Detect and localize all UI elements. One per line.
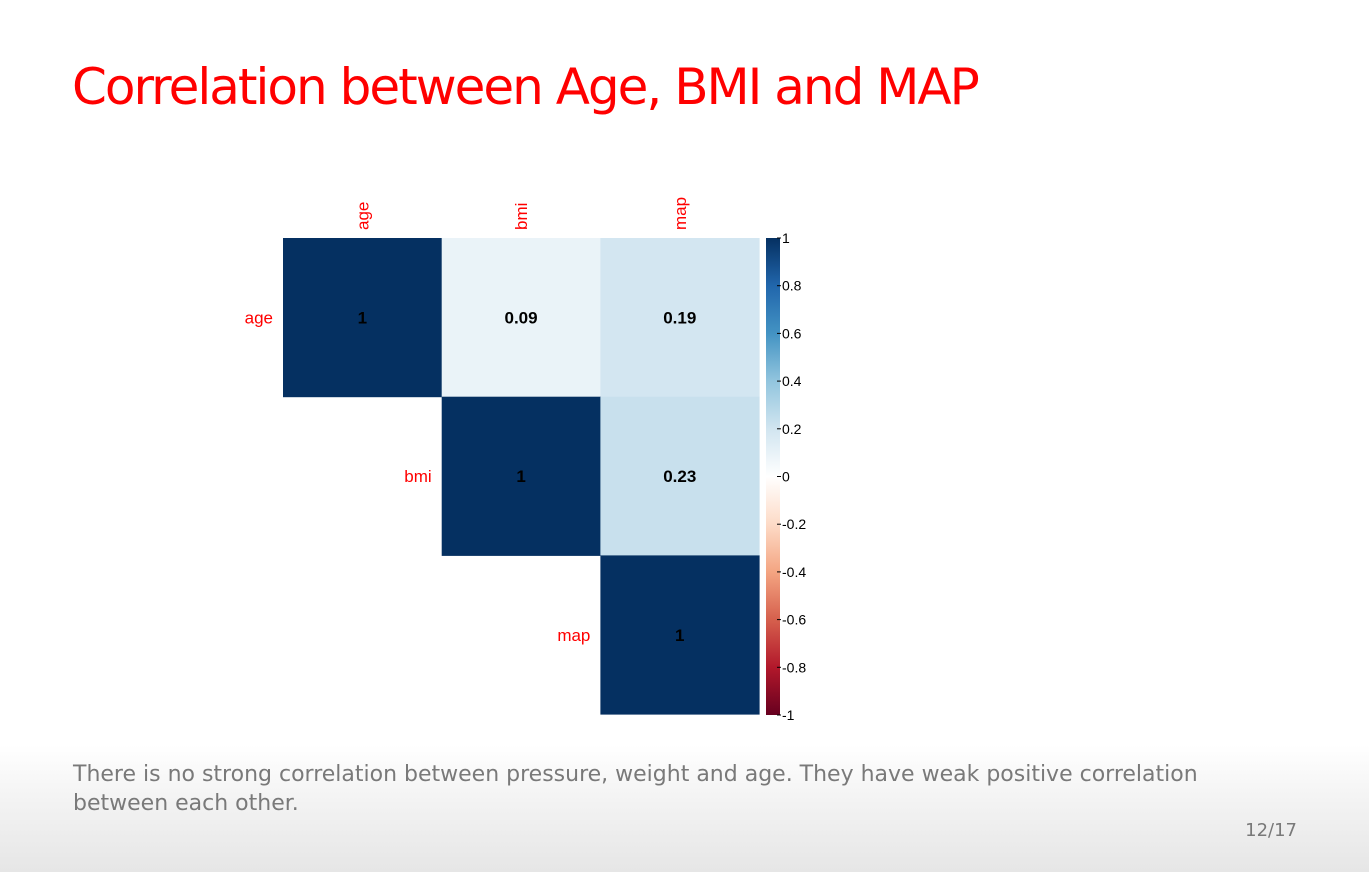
column-label-age: age (353, 202, 372, 230)
heatmap-cell-age-map (600, 238, 760, 398)
heatmap-cell-bmi-bmi (441, 396, 601, 556)
heatmap-cell-map-map (600, 555, 760, 715)
colorbar-tick-label: -0.6 (782, 612, 806, 628)
colorbar: 1 0.8 0.6 0.4 0.2 0 -0.2 -0.4 -0.6 -0.8 -1 (766, 230, 806, 723)
colorbar-tick-label: 1 (782, 230, 790, 246)
row-label-age: age (245, 308, 273, 327)
cell-value-label: 0.23 (663, 467, 696, 486)
cell-value-label: 1 (358, 308, 367, 327)
colorbar-tick-label: -0.8 (782, 659, 806, 675)
colorbar-tick-label: 0.2 (782, 421, 802, 437)
slide-caption: There is no strong correlation between p… (73, 762, 1198, 816)
colorbar-tick-label: -1 (782, 707, 795, 723)
heatmap-cell-age-age (283, 238, 443, 398)
colorbar-tick-label: 0.6 (782, 325, 802, 341)
cell-value-label: 0.19 (663, 308, 696, 327)
row-label-bmi: bmi (404, 467, 431, 486)
heatmap-cells: 1 0.09 0.19 1 0.23 1 (283, 238, 760, 715)
cell-value-label: 1 (675, 626, 684, 645)
cell-value-label: 1 (516, 467, 525, 486)
colorbar-tick-label: -0.4 (782, 564, 806, 580)
column-labels: age bmi map (353, 197, 689, 230)
row-labels: age bmi map (245, 308, 591, 644)
heatmap-cell-age-bmi (441, 238, 601, 398)
colorbar-gradient (766, 238, 780, 715)
column-label-map: map (671, 197, 690, 230)
correlation-heatmap: 1 0.09 0.19 1 0.23 1 age bmi map age bmi map 1 0.8… (245, 197, 807, 723)
row-label-map: map (557, 626, 590, 645)
colorbar-tick-label: -0.2 (782, 516, 806, 532)
colorbar-tick-label: 0 (782, 469, 790, 485)
colorbar-tick-label: 0.4 (782, 373, 802, 389)
slide-title: Correlation between Age, BMI and MAP (72, 58, 980, 116)
colorbar-tick-label: 0.8 (782, 278, 802, 294)
heatmap-cell-bmi-map (600, 396, 760, 556)
column-label-bmi: bmi (512, 203, 531, 230)
cell-value-label: 0.09 (505, 308, 538, 327)
page-number: 12/17 (1245, 820, 1297, 841)
